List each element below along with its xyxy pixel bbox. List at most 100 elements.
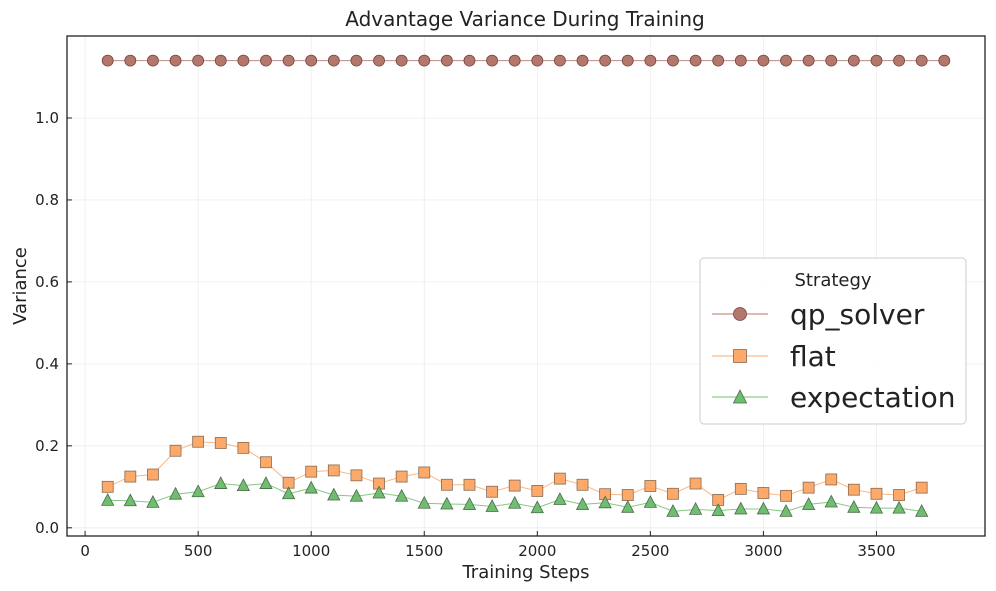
data-point [373, 54, 385, 67]
data-point [847, 54, 860, 67]
x-tick-label: 1500 [405, 542, 443, 560]
legend-box [699, 257, 967, 425]
data-point [327, 487, 341, 501]
data-point [554, 472, 566, 485]
data-point [237, 54, 250, 67]
data-point [599, 54, 612, 67]
data-point [237, 441, 250, 454]
data-point [802, 54, 815, 67]
legend-entry-flat: flat [712, 340, 836, 373]
data-point [938, 54, 951, 67]
data-point [825, 54, 838, 67]
data-point [214, 437, 227, 449]
x-tick-label: 1000 [292, 542, 330, 560]
data-point [644, 54, 657, 67]
data-point [124, 54, 137, 67]
legend-label-flat: flat [790, 340, 836, 373]
series-flat [101, 435, 928, 506]
data-point [327, 464, 340, 477]
data-point [621, 499, 635, 513]
series-layer [101, 54, 951, 517]
data-point [394, 488, 409, 502]
data-point [147, 468, 159, 481]
data-point [101, 492, 115, 506]
series-expectation [101, 476, 929, 517]
data-point [666, 504, 680, 517]
data-point [282, 54, 295, 67]
data-point [146, 495, 160, 508]
data-point [553, 492, 567, 505]
data-point [486, 54, 498, 67]
data-point [689, 54, 702, 67]
data-point [825, 473, 838, 486]
data-point [418, 466, 431, 479]
data-point [417, 495, 431, 509]
data-point [236, 478, 251, 491]
legend-entry-expectation: expectation [712, 381, 955, 414]
data-point [485, 499, 499, 512]
y-tick-label: 0.6 [35, 273, 59, 291]
data-point [304, 480, 318, 494]
x-tick-label: 2000 [518, 542, 556, 560]
data-point [869, 500, 884, 514]
data-point [281, 486, 296, 500]
data-point [327, 54, 340, 67]
x-axis: 0 500 1000 1500 2000 2500 3000 3500 [80, 531, 896, 560]
data-point [644, 480, 657, 492]
data-point [305, 465, 318, 478]
data-point [168, 486, 183, 500]
legend-label-expectation: expectation [790, 381, 955, 414]
data-point [440, 496, 454, 510]
data-point [621, 54, 634, 67]
data-point [734, 482, 747, 495]
data-point [802, 481, 815, 494]
data-point [147, 54, 159, 67]
data-point [349, 488, 364, 502]
data-point [259, 476, 273, 489]
data-point [260, 456, 272, 469]
x-tick-label: 0 [80, 542, 90, 560]
data-point [191, 484, 205, 498]
data-point [870, 487, 883, 500]
data-point [192, 54, 205, 67]
data-point [463, 54, 476, 67]
legend: Strategy qp_solver flat expectation [699, 257, 967, 425]
data-point [350, 54, 363, 67]
data-point [870, 54, 883, 67]
data-point [486, 485, 498, 498]
data-point [893, 54, 905, 67]
data-point [575, 497, 590, 510]
data-point [667, 487, 679, 500]
data-point [621, 489, 634, 501]
legend-label-qp-solver: qp_solver [790, 298, 925, 331]
data-point [847, 499, 861, 513]
data-point [169, 444, 182, 457]
data-point [169, 54, 182, 67]
data-point [124, 470, 137, 483]
data-point [463, 478, 476, 491]
data-point [531, 54, 544, 67]
data-point [101, 54, 114, 67]
legend-marker-square [733, 349, 747, 363]
plot-frame [66, 35, 986, 537]
data-point [689, 477, 702, 490]
data-point [643, 495, 658, 508]
data-point [554, 54, 566, 67]
legend-entry-qp-solver: qp_solver [712, 298, 925, 331]
data-point [440, 478, 453, 491]
data-point [530, 500, 544, 514]
data-point [192, 435, 205, 448]
data-point [123, 493, 137, 507]
y-tick-label: 1.0 [35, 109, 59, 127]
data-point [757, 487, 770, 499]
data-point [598, 495, 612, 509]
y-axis-label: Variance [10, 247, 31, 325]
data-point [508, 54, 521, 67]
data-point [260, 54, 272, 67]
data-point [915, 54, 928, 67]
data-point [440, 54, 453, 67]
data-point [576, 478, 589, 491]
data-point [531, 485, 544, 497]
data-point [576, 54, 589, 67]
